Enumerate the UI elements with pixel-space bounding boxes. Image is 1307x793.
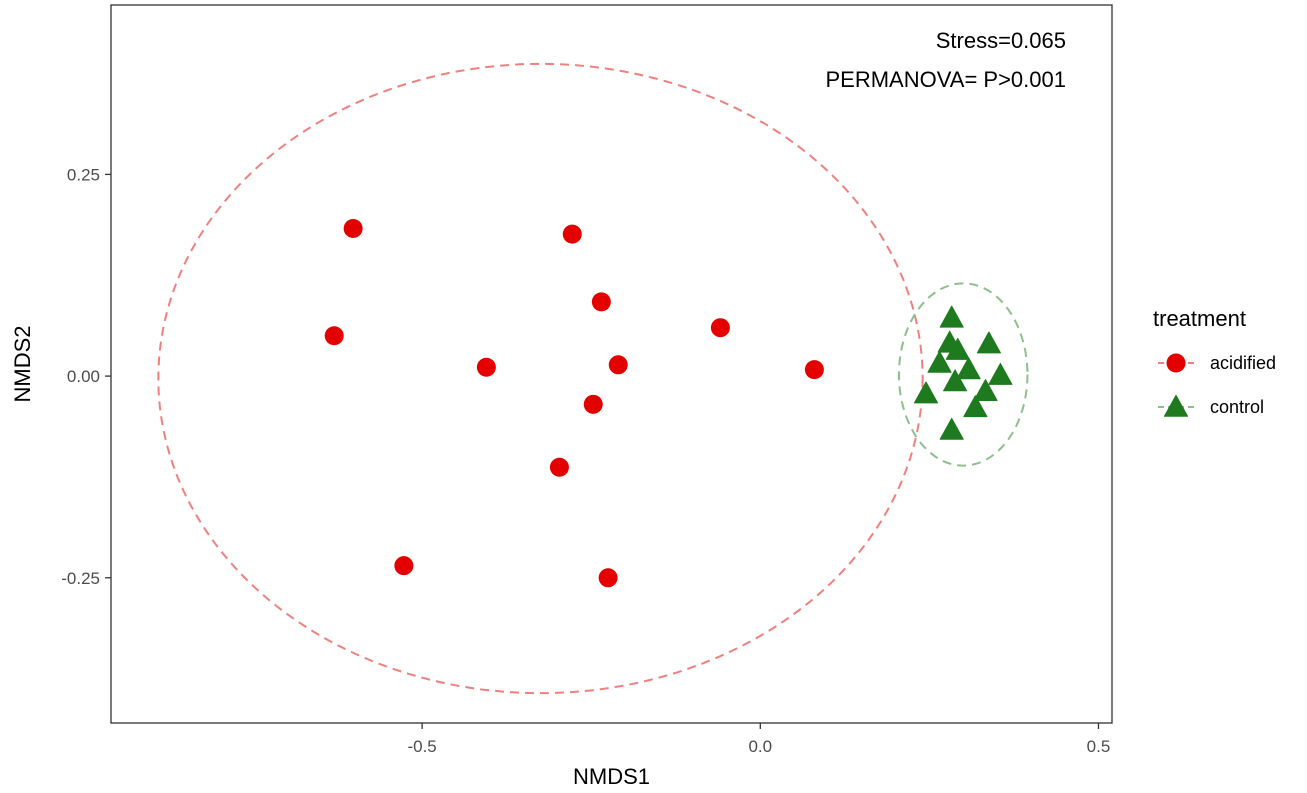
legend-title: treatment (1153, 306, 1246, 331)
y-tick-label: 0.00 (67, 367, 100, 386)
y-axis-ticks: -0.25 0.00 0.25 (61, 165, 111, 588)
point-acidified-11 (598, 568, 618, 588)
ellipse-layer (157, 62, 1029, 695)
legend-label-acidified: acidified (1210, 353, 1276, 373)
point-control-7 (943, 369, 968, 392)
legend-key-marker-control (1163, 394, 1189, 417)
point-control-4 (927, 350, 952, 373)
x-tick-label: 0.0 (748, 737, 772, 756)
point-acidified-4 (324, 326, 344, 346)
x-axis-ticks: -0.5 0.0 0.5 (407, 723, 1110, 756)
y-tick-label: 0.25 (67, 165, 100, 184)
y-tick-label: -0.25 (61, 569, 100, 588)
point-acidified-1 (562, 224, 582, 244)
legend-key-marker-acidified (1166, 353, 1186, 373)
x-tick-label: -0.5 (407, 737, 436, 756)
point-acidified-0 (343, 218, 363, 238)
y-axis-title: NMDS2 (10, 325, 35, 402)
point-control-3 (945, 337, 970, 360)
point-control-11 (939, 417, 964, 440)
x-tick-label: 0.5 (1087, 737, 1111, 756)
point-acidified-8 (583, 394, 603, 414)
legend-keys (1158, 353, 1194, 417)
point-acidified-7 (804, 360, 824, 380)
point-acidified-10 (394, 556, 414, 576)
point-acidified-3 (710, 318, 730, 338)
ellipse-acidified (157, 62, 924, 695)
legend-label-control: control (1210, 397, 1264, 417)
point-acidified-2 (591, 292, 611, 312)
point-control-8 (913, 381, 939, 404)
point-control-9 (973, 379, 998, 401)
point-acidified-9 (549, 457, 569, 477)
points-layer (324, 218, 1013, 588)
plot-panel-border (110, 4, 1113, 724)
ellipse-control (897, 282, 1029, 467)
permanova-annotation: PERMANOVA= P>0.001 (826, 67, 1067, 92)
point-control-0 (939, 305, 964, 328)
x-axis-title: NMDS1 (573, 764, 650, 789)
point-acidified-6 (608, 355, 628, 375)
point-control-5 (956, 357, 981, 380)
point-control-6 (988, 362, 1013, 385)
legend: treatment acidified control (1153, 306, 1276, 417)
stress-annotation: Stress=0.065 (936, 28, 1066, 53)
point-control-2 (976, 331, 1001, 354)
point-control-10 (963, 395, 988, 418)
point-acidified-5 (476, 357, 496, 377)
